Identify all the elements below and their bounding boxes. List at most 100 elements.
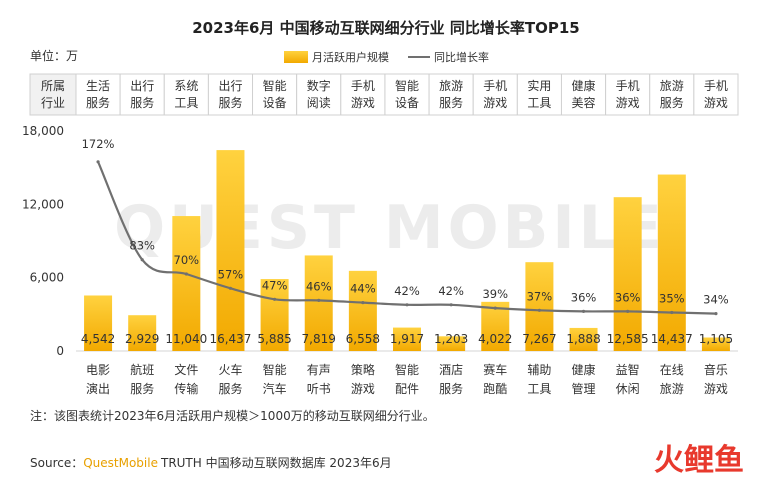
- bar-value-label: 2,929: [125, 332, 159, 346]
- bar-value-label: 12,585: [607, 332, 649, 346]
- x-category-label-line1: 智能: [263, 362, 287, 377]
- industry-label-line2: 阅读: [307, 96, 331, 110]
- legend-line-label: 同比增长率: [434, 50, 489, 64]
- growth-pct-label: 70%: [174, 253, 200, 267]
- growth-pct-label: 39%: [482, 287, 508, 301]
- growth-point: [581, 309, 586, 313]
- growth-pct-label: 172%: [82, 137, 115, 151]
- bar: [657, 174, 686, 351]
- growth-point: [405, 303, 409, 307]
- footnote: 注：该图表统计2023年6月活跃用户规模＞1000万的移动互联网细分行业。: [30, 408, 435, 423]
- industry-label-line2: 服务: [130, 95, 154, 110]
- bars: [84, 150, 730, 351]
- x-category-label-line1: 在线: [660, 363, 684, 377]
- industry-label-line2: 游戏: [704, 96, 728, 110]
- bar-value-label: 7,819: [302, 332, 336, 346]
- x-category-label-line1: 辅助: [527, 363, 551, 377]
- x-category-label-line2: 配件: [395, 382, 419, 396]
- bar: [393, 327, 421, 351]
- industry-label-line1: 智能: [395, 78, 419, 93]
- growth-pct-label: 36%: [571, 290, 597, 304]
- x-category-label-line1: 音乐: [704, 362, 728, 377]
- growth-point: [670, 310, 674, 315]
- industry-label-line1: 健康: [572, 78, 596, 93]
- growth-pct-label: 46%: [306, 279, 332, 293]
- x-category-label-line2: 汽车: [263, 381, 287, 396]
- unit-label: 单位：万: [30, 48, 78, 63]
- industry-cell: [119, 73, 165, 116]
- source-prefix: Source：: [30, 456, 83, 470]
- industry-cell: [428, 73, 474, 116]
- bar: [525, 262, 554, 351]
- industry-cell: [560, 73, 607, 116]
- bar: [260, 279, 289, 351]
- industry-cell: [472, 73, 518, 116]
- growth-pct-label: 36%: [615, 290, 641, 304]
- growth-pct-label: 34%: [703, 293, 729, 307]
- x-category-label-line2: 管理: [572, 381, 596, 396]
- industry-label-line2: 服务: [86, 95, 110, 110]
- industry-label-line1: 生活: [86, 79, 110, 93]
- bar-value-label: 4,022: [478, 332, 512, 346]
- industry-label-line2: 游戏: [483, 96, 507, 110]
- source-line: Source：QuestMobile TRUTH 中国移动互联网数据库 2023年…: [30, 455, 392, 470]
- industry-label-line2: 服务: [218, 95, 242, 110]
- industry-label-line1: 手机: [351, 79, 375, 93]
- x-category-label-line2: 休闲: [616, 382, 640, 396]
- bar-value-label: 1,888: [566, 332, 600, 346]
- y-tick-label: 0: [56, 344, 64, 358]
- x-category-label-line2: 传输: [174, 381, 198, 396]
- industry-label-line1: 旅游: [660, 79, 684, 93]
- x-category-label-line1: 益智: [616, 362, 640, 377]
- bar-value-label: 14,437: [651, 332, 693, 346]
- x-category-label-line1: 火车: [218, 362, 242, 377]
- industry-cell: [693, 73, 739, 116]
- industry-label-line2: 设备: [263, 96, 287, 110]
- x-category-label-line2: 服务: [439, 381, 463, 396]
- x-category-label-line1: 酒店: [439, 363, 463, 377]
- x-category-label-line1: 健康: [572, 362, 596, 377]
- growth-pct-label: 42%: [438, 284, 464, 298]
- industry-label-line1: 旅游: [439, 79, 463, 93]
- bar: [701, 337, 730, 351]
- industry-label-line2: 工具: [527, 96, 551, 110]
- x-category-label-line2: 演出: [86, 381, 110, 396]
- growth-pct-label: 44%: [350, 282, 376, 296]
- growth-pct-label: 42%: [394, 284, 420, 298]
- industry-header-cell: [29, 73, 77, 116]
- industry-label-line2: 美容: [572, 95, 596, 110]
- data-labels: 172% 83% 70% 57% 47% 46% 44% 42% 42% 39% 37% 36% 36%…: [81, 137, 733, 346]
- growth-pct-label: 47%: [262, 278, 288, 292]
- industry-label-line1: 手机: [616, 79, 640, 93]
- industry-label-line1: 实用: [527, 78, 551, 93]
- watermark: QUEST MOBILE: [114, 193, 666, 263]
- x-category-label-line1: 有声: [307, 363, 331, 377]
- x-category-label-line2: 游戏: [704, 382, 728, 396]
- x-category-label-line2: 听书: [307, 382, 331, 396]
- chart-title: 2023年6月 中国移动互联网细分行业 同比增长率TOP15: [192, 19, 579, 37]
- x-category-label-line2: 工具: [527, 382, 551, 396]
- bar-value-label: 1,105: [699, 332, 733, 346]
- bar-value-label: 1,917: [390, 332, 424, 346]
- legend: 月活跃用户规模 同比增长率: [284, 50, 489, 64]
- bar-value-label: 4,542: [81, 332, 115, 346]
- brand-logo: 火鲤鱼: [654, 443, 744, 478]
- legend-bar-swatch: [284, 51, 308, 63]
- growth-line-layer: [96, 160, 718, 316]
- bar-value-label: 1,203: [434, 332, 468, 346]
- y-tick-label: 12,000: [22, 197, 64, 211]
- x-category-label-line2: 服务: [130, 381, 154, 396]
- x-category-label-line1: 赛车: [483, 362, 507, 377]
- industry-label-line1: 出行: [218, 79, 242, 93]
- growth-point: [140, 258, 144, 262]
- industry-cell: [75, 73, 121, 116]
- growth-pct-label: 83%: [129, 239, 155, 253]
- x-category-label-line2: 服务: [218, 381, 242, 396]
- x-category-label-line2: 旅游: [660, 382, 684, 396]
- bar: [481, 301, 510, 351]
- x-category-label-line2: 跑酷: [483, 382, 507, 396]
- bar: [437, 336, 466, 351]
